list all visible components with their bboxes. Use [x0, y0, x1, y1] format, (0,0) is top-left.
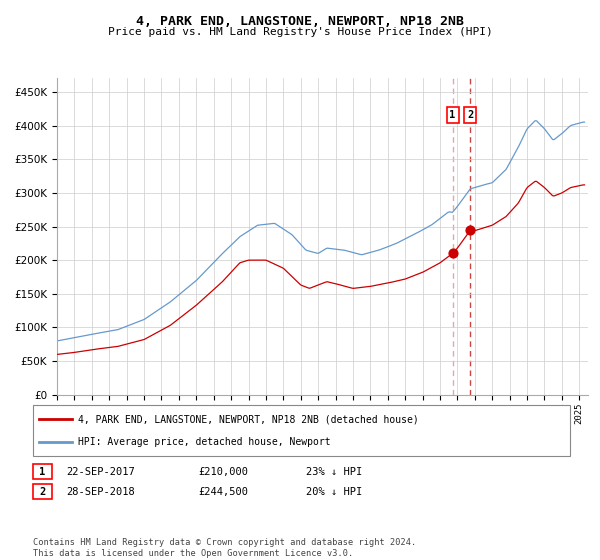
Text: 4, PARK END, LANGSTONE, NEWPORT, NP18 2NB: 4, PARK END, LANGSTONE, NEWPORT, NP18 2N…	[136, 15, 464, 27]
Text: Price paid vs. HM Land Registry's House Price Index (HPI): Price paid vs. HM Land Registry's House …	[107, 27, 493, 37]
Text: £210,000: £210,000	[198, 466, 248, 477]
Text: 1: 1	[449, 110, 455, 120]
Text: 22-SEP-2017: 22-SEP-2017	[66, 466, 135, 477]
Text: HPI: Average price, detached house, Newport: HPI: Average price, detached house, Newp…	[78, 437, 331, 447]
Text: 2: 2	[467, 110, 473, 120]
Text: 23% ↓ HPI: 23% ↓ HPI	[306, 466, 362, 477]
Text: 4, PARK END, LANGSTONE, NEWPORT, NP18 2NB (detached house): 4, PARK END, LANGSTONE, NEWPORT, NP18 2N…	[78, 414, 419, 424]
Text: 20% ↓ HPI: 20% ↓ HPI	[306, 487, 362, 497]
Text: Contains HM Land Registry data © Crown copyright and database right 2024.
This d: Contains HM Land Registry data © Crown c…	[33, 538, 416, 558]
Text: 2: 2	[40, 487, 46, 497]
Point	[466, 226, 475, 235]
Text: 1: 1	[40, 466, 46, 477]
Point	[448, 249, 457, 258]
Text: £244,500: £244,500	[198, 487, 248, 497]
Text: 28-SEP-2018: 28-SEP-2018	[66, 487, 135, 497]
